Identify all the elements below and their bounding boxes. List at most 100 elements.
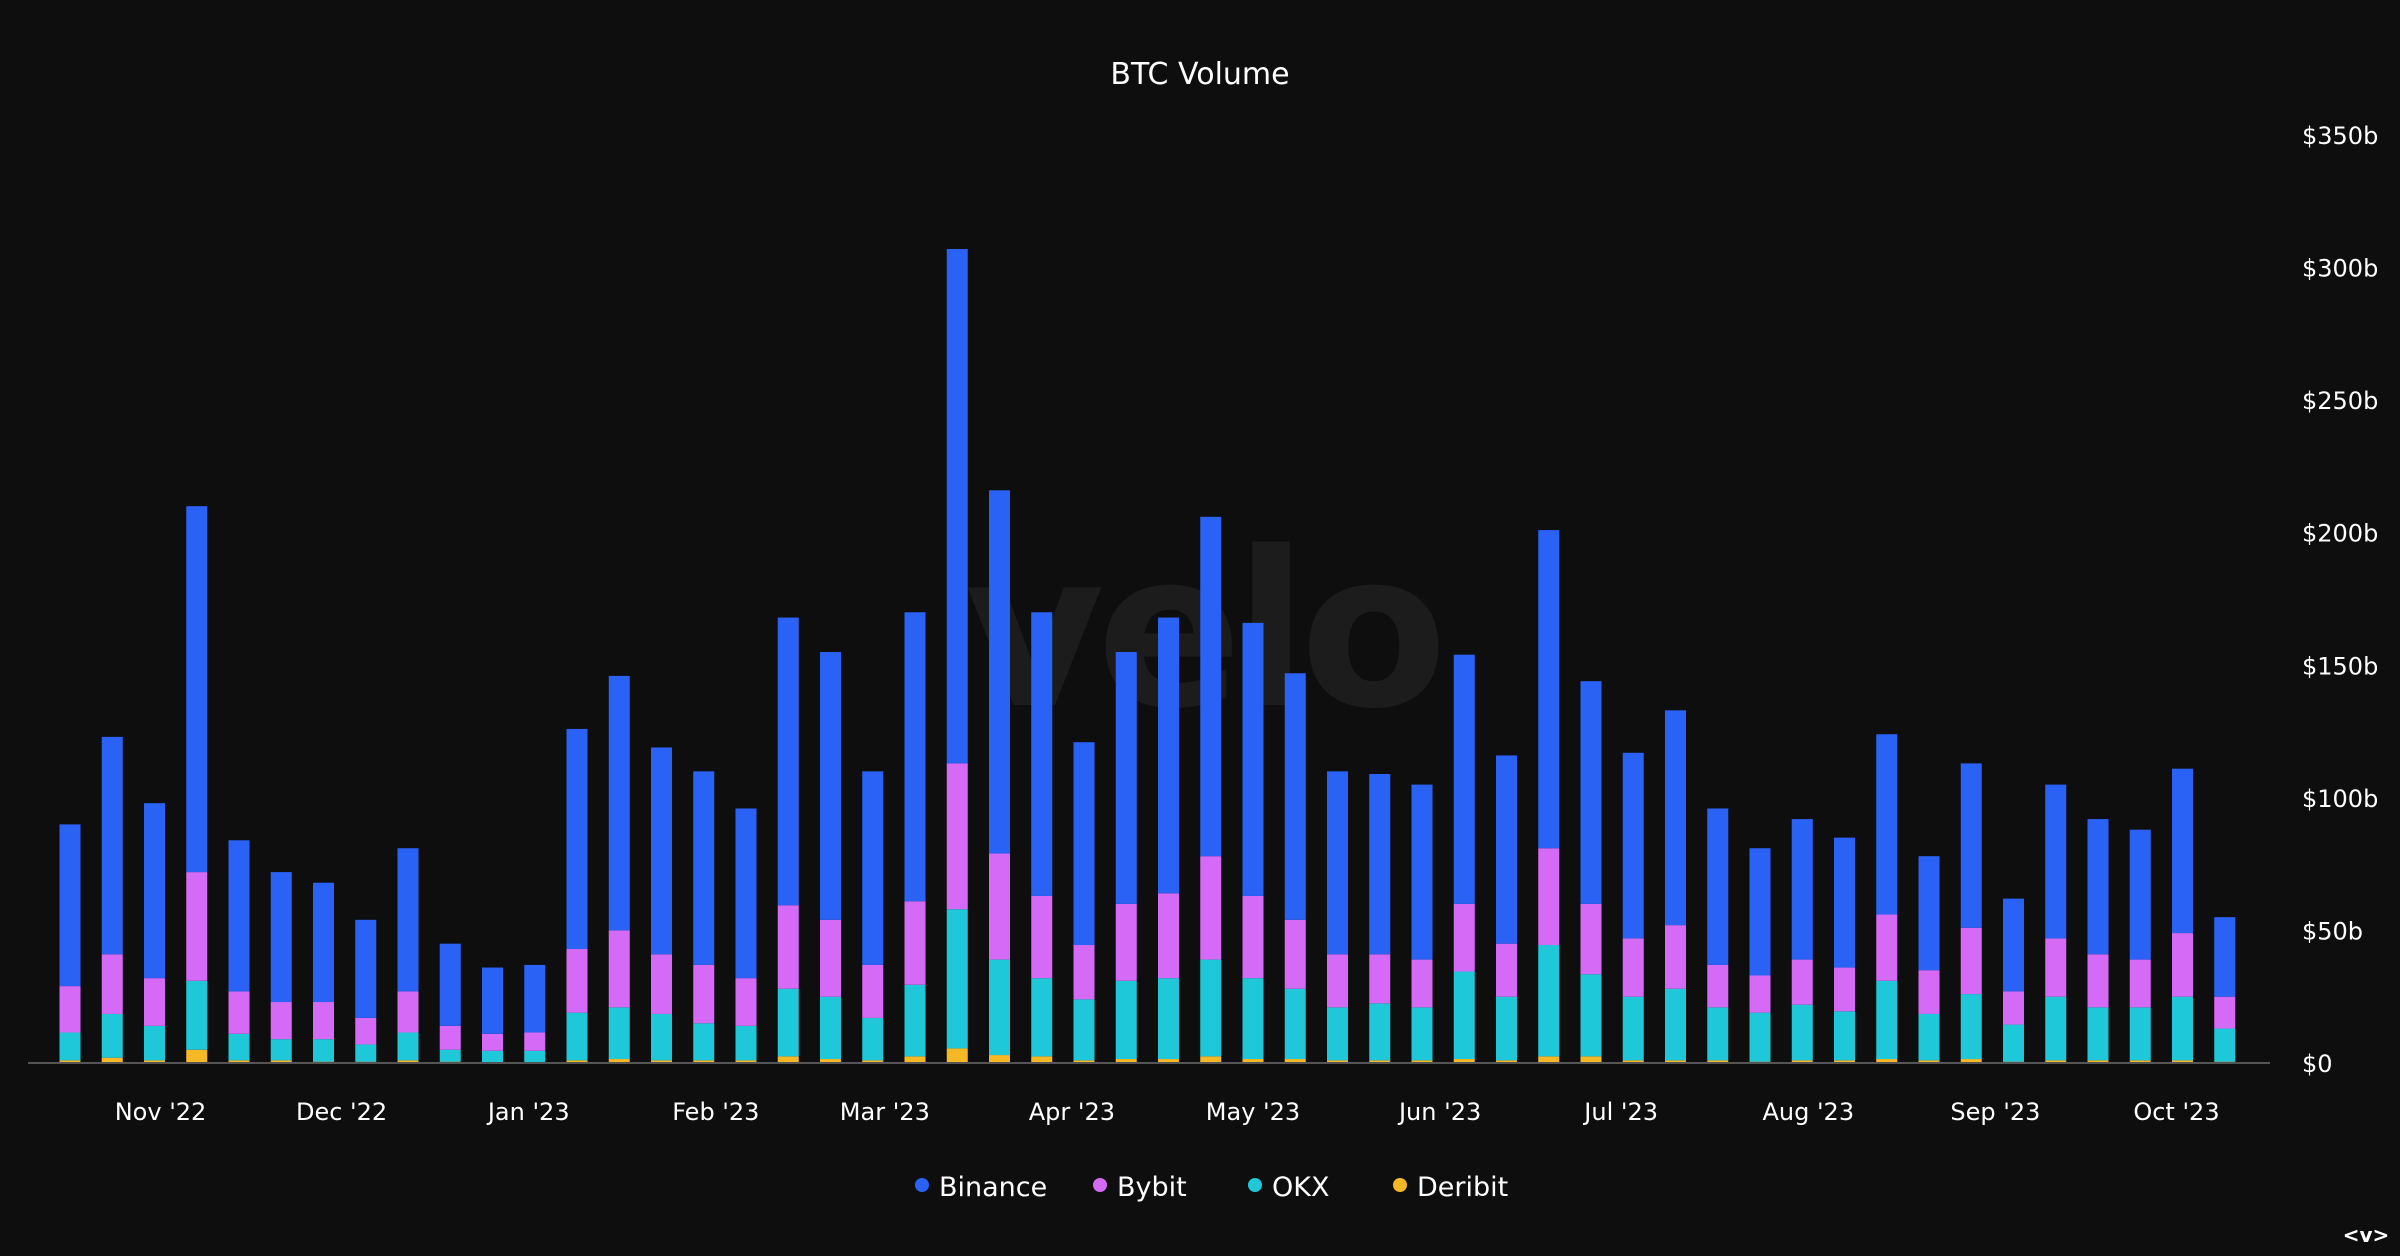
bar-segment-binance[interactable]	[1031, 612, 1053, 896]
bar-segment-okx[interactable]	[313, 1039, 334, 1062]
bar-stack[interactable]	[313, 882, 334, 1063]
bar-segment-binance[interactable]	[1327, 771, 1348, 955]
bar-segment-okx[interactable]	[1369, 1003, 1391, 1061]
bar-segment-bybit[interactable]	[1115, 903, 1137, 981]
bar-segment-bybit[interactable]	[2172, 933, 2193, 997]
bar-segment-deribit[interactable]	[651, 1060, 672, 1063]
bar-segment-bybit[interactable]	[397, 991, 419, 1033]
bar-stack[interactable]	[608, 675, 630, 1063]
bar-stack[interactable]	[862, 771, 884, 1063]
bar-segment-deribit[interactable]	[735, 1060, 757, 1063]
bar-stack[interactable]	[144, 803, 165, 1063]
bar-stack[interactable]	[2172, 768, 2193, 1063]
bar-stack[interactable]	[2003, 898, 2024, 1063]
bar-segment-bybit[interactable]	[1622, 938, 1644, 997]
bar-segment-okx[interactable]	[2003, 1024, 2024, 1062]
bar-segment-okx[interactable]	[989, 959, 1010, 1056]
bar-segment-deribit[interactable]	[566, 1060, 588, 1063]
bar-segment-binance[interactable]	[1284, 673, 1306, 920]
bar-segment-deribit[interactable]	[270, 1060, 292, 1063]
bar-stack[interactable]	[1115, 652, 1137, 1063]
bar-segment-okx[interactable]	[566, 1012, 588, 1061]
bar-segment-bybit[interactable]	[904, 901, 926, 985]
bar-segment-okx[interactable]	[2214, 1028, 2236, 1062]
bar-stack[interactable]	[186, 506, 208, 1063]
bar-segment-okx[interactable]	[101, 1013, 123, 1058]
bar-stack[interactable]	[482, 967, 503, 1063]
bar-stack[interactable]	[820, 652, 841, 1063]
bar-segment-deribit[interactable]	[1200, 1056, 1222, 1063]
bar-stack[interactable]	[989, 490, 1010, 1063]
bar-segment-bybit[interactable]	[1073, 945, 1095, 1000]
bar-segment-deribit[interactable]	[186, 1049, 208, 1063]
bar-segment-deribit[interactable]	[2172, 1060, 2193, 1063]
legend-item-bybit[interactable]: Bybit	[1093, 1172, 1187, 1203]
bar-stack[interactable]	[1327, 771, 1348, 1063]
bar-segment-okx[interactable]	[1496, 996, 1517, 1061]
bar-segment-binance[interactable]	[1665, 710, 1686, 926]
bar-segment-binance[interactable]	[1960, 763, 1982, 928]
bar-segment-bybit[interactable]	[1284, 919, 1306, 989]
bar-stack[interactable]	[1453, 654, 1475, 1063]
bar-stack[interactable]	[1622, 752, 1644, 1063]
bar-stack[interactable]	[59, 824, 81, 1063]
bar-stack[interactable]	[1538, 530, 1560, 1063]
bar-segment-bybit[interactable]	[862, 964, 884, 1018]
bar-segment-binance[interactable]	[1707, 808, 1729, 965]
legend-item-binance[interactable]: Binance	[915, 1172, 1047, 1203]
bar-segment-okx[interactable]	[144, 1025, 165, 1061]
bar-segment-okx[interactable]	[820, 996, 841, 1060]
bar-segment-deribit[interactable]	[820, 1059, 841, 1063]
bar-stack[interactable]	[693, 771, 715, 1063]
bar-segment-binance[interactable]	[228, 840, 250, 992]
bar-segment-binance[interactable]	[482, 967, 503, 1034]
bar-segment-binance[interactable]	[777, 617, 799, 906]
bar-segment-okx[interactable]	[270, 1039, 292, 1061]
bar-stack[interactable]	[1369, 773, 1391, 1063]
bar-stack[interactable]	[1496, 755, 1517, 1063]
bar-segment-okx[interactable]	[1665, 988, 1686, 1061]
bar-segment-okx[interactable]	[2129, 1007, 2151, 1061]
bar-segment-binance[interactable]	[735, 808, 757, 979]
bar-stack[interactable]	[1411, 784, 1433, 1063]
bar-segment-bybit[interactable]	[1031, 895, 1053, 979]
bar-segment-binance[interactable]	[59, 824, 81, 987]
bar-segment-binance[interactable]	[693, 771, 715, 965]
bar-segment-bybit[interactable]	[355, 1017, 377, 1045]
bar-segment-okx[interactable]	[1918, 1013, 1940, 1061]
bar-segment-bybit[interactable]	[1960, 927, 1982, 995]
bar-segment-bybit[interactable]	[313, 1002, 334, 1040]
bar-segment-bybit[interactable]	[186, 872, 208, 981]
bar-segment-bybit[interactable]	[2129, 959, 2151, 1008]
bar-segment-deribit[interactable]	[1918, 1060, 1940, 1063]
bar-segment-binance[interactable]	[1580, 681, 1602, 904]
bar-stack[interactable]	[566, 728, 588, 1063]
bar-segment-bybit[interactable]	[1369, 954, 1391, 1004]
bar-segment-okx[interactable]	[1200, 959, 1222, 1057]
bar-segment-bybit[interactable]	[1749, 975, 1771, 1013]
bar-segment-deribit[interactable]	[101, 1057, 123, 1063]
bar-segment-bybit[interactable]	[2214, 996, 2236, 1029]
bar-segment-deribit[interactable]	[1538, 1056, 1560, 1063]
bar-segment-okx[interactable]	[397, 1032, 419, 1061]
bar-segment-deribit[interactable]	[1284, 1059, 1306, 1063]
bar-segment-binance[interactable]	[989, 490, 1010, 854]
bar-segment-deribit[interactable]	[1115, 1059, 1137, 1063]
bar-segment-bybit[interactable]	[1791, 959, 1813, 1005]
bar-segment-okx[interactable]	[186, 980, 208, 1050]
bar-segment-binance[interactable]	[1200, 516, 1222, 857]
bar-stack[interactable]	[1791, 819, 1813, 1063]
bar-segment-binance[interactable]	[862, 771, 884, 965]
bar-segment-bybit[interactable]	[228, 991, 250, 1034]
bar-stack[interactable]	[1876, 734, 1898, 1063]
bar-stack[interactable]	[524, 964, 546, 1063]
bar-segment-okx[interactable]	[2172, 996, 2193, 1061]
bar-segment-okx[interactable]	[482, 1050, 503, 1063]
bar-segment-bybit[interactable]	[270, 1002, 292, 1040]
bar-segment-deribit[interactable]	[397, 1060, 419, 1063]
bar-stack[interactable]	[1200, 516, 1222, 1063]
bar-segment-binance[interactable]	[566, 728, 588, 949]
bar-segment-binance[interactable]	[2129, 829, 2151, 960]
bar-segment-deribit[interactable]	[1453, 1059, 1475, 1063]
bar-segment-bybit[interactable]	[566, 948, 588, 1013]
